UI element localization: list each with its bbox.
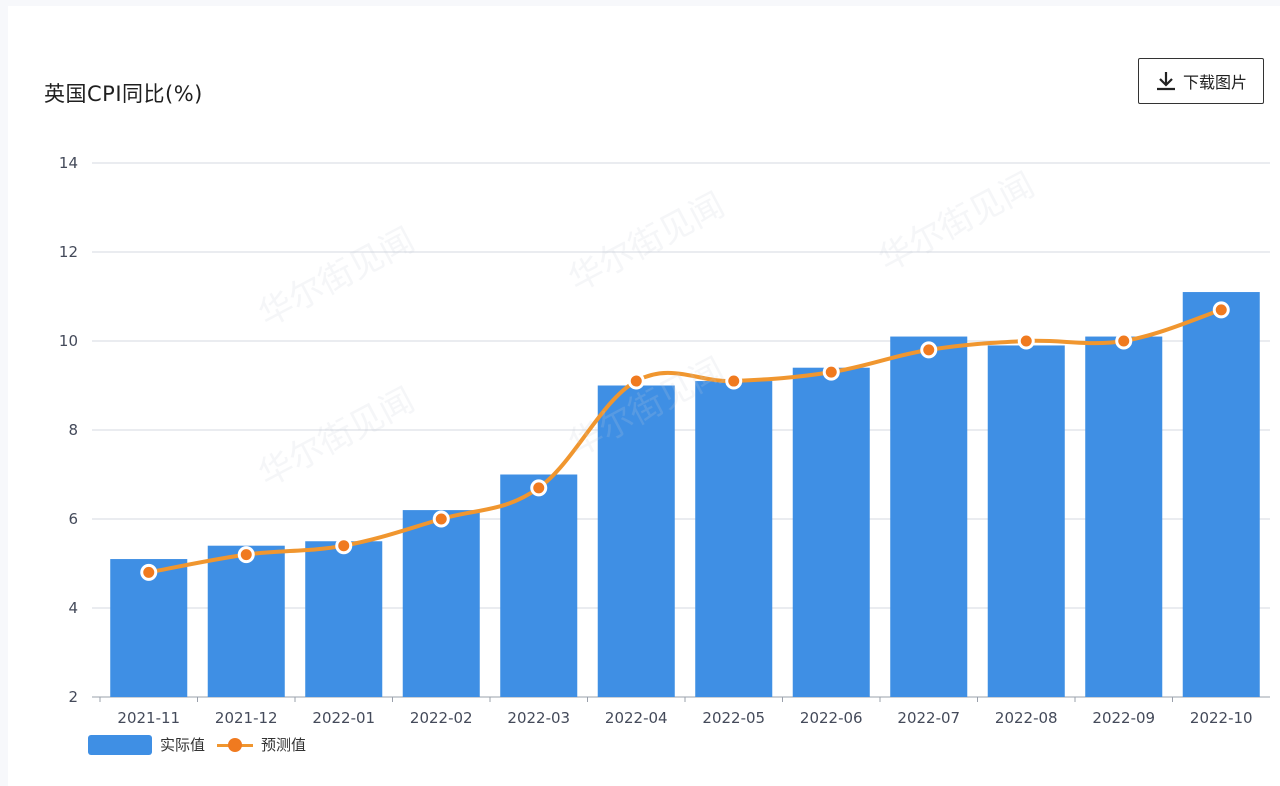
x-tick-label: 2022-01: [312, 709, 375, 727]
download-image-button[interactable]: 下载图片: [1138, 58, 1264, 104]
legend-item-actual[interactable]: 实际值: [88, 734, 205, 755]
bar: [695, 381, 773, 697]
legend-item-forecast[interactable]: 预测值: [217, 734, 306, 755]
forecast-point: [432, 510, 450, 528]
x-tick-label: 2022-02: [410, 709, 473, 727]
x-tick-label: 2022-08: [995, 709, 1058, 727]
bar: [305, 541, 383, 697]
forecast-point: [237, 546, 255, 564]
forecast-point: [1017, 332, 1035, 350]
bar: [402, 510, 480, 697]
x-tick-label: 2022-04: [605, 709, 668, 727]
bar: [890, 336, 968, 697]
bar: [1085, 336, 1163, 697]
forecast-point: [725, 372, 743, 390]
bar: [110, 559, 188, 697]
forecast-point: [530, 479, 548, 497]
legend-label-actual: 实际值: [160, 736, 206, 754]
x-tick-label: 2022-03: [507, 709, 570, 727]
legend-bar-swatch: [88, 734, 152, 755]
forecast-point: [822, 363, 840, 381]
y-tick-label: 8: [68, 421, 78, 439]
bar: [597, 385, 675, 697]
download-label: 下载图片: [1182, 73, 1247, 92]
forecast-point: [1115, 332, 1133, 350]
forecast-point: [1212, 301, 1230, 319]
y-tick-label: 4: [68, 599, 78, 617]
forecast-point: [627, 372, 645, 390]
x-tick-label: 2022-07: [897, 709, 960, 727]
x-tick-label: 2021-12: [215, 709, 278, 727]
y-tick-label: 6: [68, 510, 78, 528]
y-tick-label: 10: [59, 332, 78, 350]
x-tick-label: 2021-11: [117, 709, 180, 727]
bar: [987, 345, 1065, 697]
x-tick-label: 2022-06: [800, 709, 863, 727]
legend-line-swatch: [217, 735, 254, 755]
x-tick-label: 2022-09: [1092, 709, 1155, 727]
bar: [792, 367, 870, 697]
bar: [500, 474, 578, 697]
bar: [1182, 292, 1260, 697]
y-tick-label: 2: [68, 688, 78, 706]
forecast-point: [140, 563, 158, 581]
x-tick-label: 2022-05: [702, 709, 765, 727]
chart-title: 英国CPI同比(%): [44, 82, 203, 106]
bar: [207, 545, 285, 697]
y-tick-label: 12: [59, 243, 78, 261]
legend-label-forecast: 预测值: [261, 736, 307, 754]
x-tick-label: 2022-10: [1190, 709, 1253, 727]
forecast-point: [920, 341, 938, 359]
chart-legend: 实际值 预测值: [88, 734, 306, 755]
y-tick-label: 14: [59, 154, 78, 172]
download-icon: [1156, 72, 1175, 91]
forecast-point: [335, 537, 353, 555]
